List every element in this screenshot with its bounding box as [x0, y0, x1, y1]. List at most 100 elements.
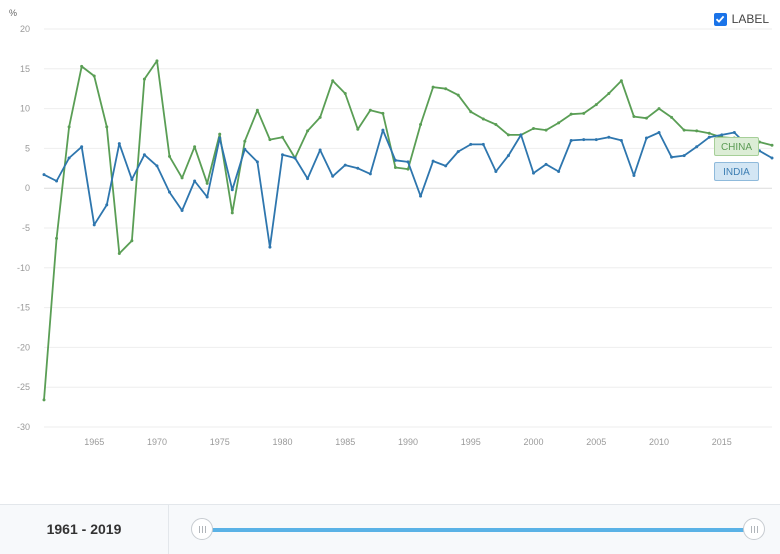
data-point-india[interactable]: [770, 156, 774, 160]
data-point-china[interactable]: [619, 79, 623, 83]
data-point-china[interactable]: [707, 131, 711, 135]
data-point-china[interactable]: [218, 132, 222, 136]
data-point-china[interactable]: [105, 125, 109, 129]
data-point-india[interactable]: [130, 177, 134, 181]
data-point-india[interactable]: [230, 188, 234, 192]
data-point-china[interactable]: [318, 115, 322, 119]
data-point-china[interactable]: [632, 115, 636, 119]
data-point-india[interactable]: [406, 160, 410, 164]
data-point-china[interactable]: [393, 166, 397, 170]
data-point-india[interactable]: [670, 155, 674, 159]
data-point-india[interactable]: [331, 174, 335, 178]
data-point-china[interactable]: [657, 107, 661, 111]
data-point-china[interactable]: [406, 167, 410, 171]
data-point-india[interactable]: [193, 179, 197, 183]
data-point-china[interactable]: [230, 211, 234, 215]
data-point-india[interactable]: [632, 173, 636, 177]
data-point-china[interactable]: [532, 127, 536, 130]
data-point-india[interactable]: [431, 159, 435, 163]
data-point-india[interactable]: [506, 154, 510, 158]
data-point-india[interactable]: [42, 173, 46, 177]
data-point-china[interactable]: [419, 123, 423, 127]
data-point-china[interactable]: [544, 128, 548, 132]
data-point-india[interactable]: [105, 203, 109, 207]
data-point-india[interactable]: [293, 156, 297, 160]
data-point-china[interactable]: [193, 145, 197, 149]
data-point-india[interactable]: [607, 135, 611, 139]
range-slider-start-handle[interactable]: [191, 518, 213, 540]
data-point-china[interactable]: [682, 128, 686, 132]
data-point-india[interactable]: [205, 195, 209, 199]
data-point-india[interactable]: [155, 164, 159, 168]
data-point-india[interactable]: [469, 142, 473, 146]
data-point-china[interactable]: [243, 139, 247, 143]
data-point-china[interactable]: [155, 59, 159, 63]
data-point-india[interactable]: [142, 153, 146, 157]
data-point-india[interactable]: [594, 138, 598, 142]
data-point-china[interactable]: [644, 116, 648, 120]
data-point-india[interactable]: [732, 130, 736, 134]
data-point-china[interactable]: [368, 108, 372, 112]
data-point-india[interactable]: [117, 142, 121, 146]
data-point-china[interactable]: [481, 117, 485, 121]
data-point-india[interactable]: [519, 133, 523, 137]
data-point-india[interactable]: [444, 164, 448, 168]
data-point-china[interactable]: [343, 91, 347, 95]
data-point-india[interactable]: [255, 160, 259, 164]
data-point-india[interactable]: [180, 208, 184, 212]
data-point-india[interactable]: [544, 162, 548, 166]
data-point-china[interactable]: [494, 123, 498, 127]
data-point-india[interactable]: [381, 128, 385, 132]
data-point-india[interactable]: [67, 156, 71, 160]
data-point-india[interactable]: [557, 169, 561, 173]
data-point-india[interactable]: [55, 179, 59, 183]
data-point-china[interactable]: [582, 111, 586, 115]
data-point-india[interactable]: [494, 169, 498, 173]
data-point-china[interactable]: [607, 91, 611, 95]
range-slider-track[interactable]: [202, 528, 754, 532]
data-point-china[interactable]: [431, 85, 435, 89]
data-point-india[interactable]: [481, 142, 485, 146]
data-point-india[interactable]: [243, 147, 247, 151]
data-point-india[interactable]: [318, 148, 322, 152]
data-point-china[interactable]: [444, 87, 448, 91]
data-point-china[interactable]: [268, 138, 272, 142]
data-point-china[interactable]: [331, 79, 335, 83]
data-point-india[interactable]: [419, 194, 423, 198]
data-point-china[interactable]: [92, 74, 96, 78]
data-point-india[interactable]: [532, 171, 536, 175]
data-point-china[interactable]: [130, 239, 134, 243]
data-point-china[interactable]: [770, 143, 774, 147]
data-point-india[interactable]: [619, 138, 623, 142]
data-point-india[interactable]: [356, 166, 360, 170]
data-point-china[interactable]: [569, 112, 573, 116]
data-point-india[interactable]: [92, 223, 96, 227]
data-point-india[interactable]: [569, 138, 573, 142]
data-point-india[interactable]: [368, 172, 372, 176]
data-point-china[interactable]: [55, 236, 59, 240]
data-point-india[interactable]: [707, 135, 711, 139]
data-point-india[interactable]: [720, 133, 724, 137]
data-point-china[interactable]: [670, 115, 674, 119]
data-point-china[interactable]: [117, 251, 121, 255]
data-point-china[interactable]: [594, 103, 598, 107]
data-point-china[interactable]: [695, 129, 699, 133]
data-point-china[interactable]: [280, 135, 284, 139]
data-point-china[interactable]: [306, 129, 310, 133]
data-point-china[interactable]: [381, 111, 385, 115]
data-point-china[interactable]: [255, 108, 259, 112]
data-point-china[interactable]: [42, 398, 46, 402]
data-point-india[interactable]: [268, 245, 272, 249]
data-point-india[interactable]: [393, 158, 397, 162]
data-point-china[interactable]: [456, 93, 460, 97]
data-point-china[interactable]: [205, 181, 209, 185]
data-point-india[interactable]: [657, 130, 661, 134]
data-point-india[interactable]: [456, 150, 460, 154]
data-point-india[interactable]: [218, 136, 222, 140]
data-point-india[interactable]: [280, 153, 284, 157]
data-point-india[interactable]: [343, 163, 347, 167]
data-point-china[interactable]: [80, 64, 84, 68]
data-point-china[interactable]: [180, 176, 184, 180]
data-point-india[interactable]: [644, 136, 648, 140]
data-point-india[interactable]: [306, 177, 310, 181]
